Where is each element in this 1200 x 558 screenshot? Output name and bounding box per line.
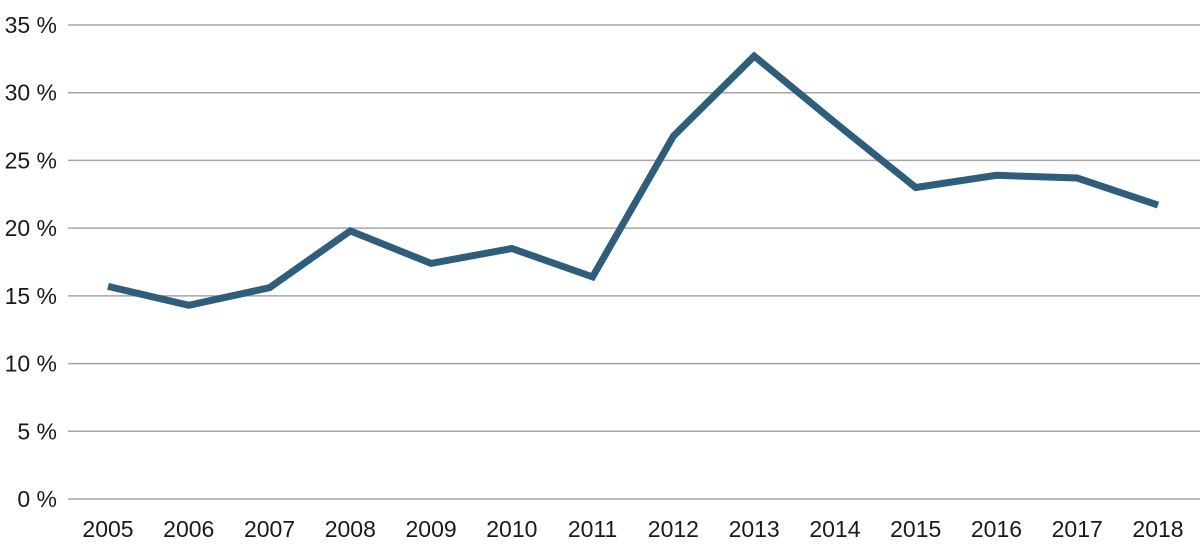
x-tick-label: 2006 <box>163 516 214 542</box>
y-tick-label: 10 % <box>5 351 57 377</box>
y-tick-label: 25 % <box>5 147 57 173</box>
x-tick-label: 2009 <box>405 516 456 542</box>
y-tick-label: 5 % <box>17 418 57 444</box>
x-tick-label: 2010 <box>486 516 537 542</box>
y-tick-label: 30 % <box>5 80 57 106</box>
y-tick-label: 20 % <box>5 215 57 241</box>
x-tick-label: 2005 <box>82 516 133 542</box>
y-tick-label: 0 % <box>17 486 57 512</box>
x-tick-label: 2008 <box>325 516 376 542</box>
y-tick-label: 35 % <box>5 12 57 38</box>
x-tick-label: 2012 <box>648 516 699 542</box>
x-tick-label: 2015 <box>890 516 941 542</box>
x-tick-label: 2018 <box>1132 516 1183 542</box>
y-tick-label: 15 % <box>5 283 57 309</box>
data-line-percentage-line <box>107 51 1160 309</box>
x-tick-label: 2014 <box>809 516 860 542</box>
x-tick-label: 2016 <box>971 516 1022 542</box>
x-tick-label: 2013 <box>729 516 780 542</box>
x-tick-label: 2017 <box>1052 516 1103 542</box>
x-tick-label: 2011 <box>568 516 617 542</box>
x-tick-label: 2007 <box>244 516 295 542</box>
